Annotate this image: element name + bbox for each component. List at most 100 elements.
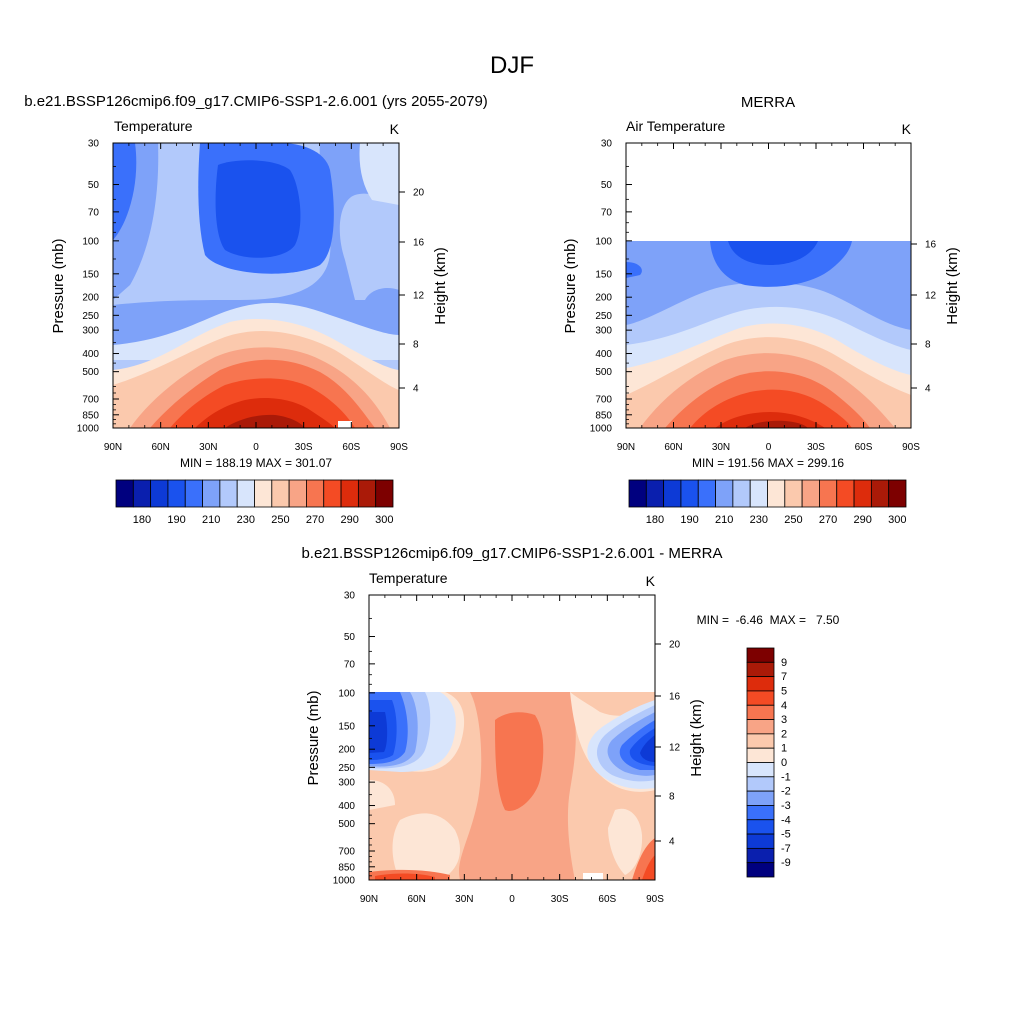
- colorbar-label: 290: [341, 514, 359, 526]
- colorbar-label: -5: [781, 829, 791, 841]
- pressure-tick-label: 500: [338, 819, 355, 830]
- panel-a-ylabel: Pressure (mb): [50, 238, 67, 333]
- pressure-tick-label: 70: [601, 207, 613, 218]
- colorbar-swatch: [236, 479, 255, 508]
- colorbar-swatch: [746, 661, 775, 678]
- colorbar-swatch: [715, 479, 734, 508]
- panel-a-subtitle-left: Temperature: [114, 118, 193, 134]
- colorbar-swatch: [746, 833, 775, 849]
- colorbar-label: 190: [167, 514, 185, 526]
- pressure-tick-label: 1000: [77, 424, 100, 435]
- colorbar-swatch: [115, 479, 134, 508]
- panel-model-temperature: b.e21.BSSP126cmip6.f09_g17.CMIP6-SSP1-2.…: [24, 93, 488, 526]
- panel-c-axes: 305070100150200250300400500700850100090N…: [333, 591, 681, 906]
- pressure-tick-label: 700: [595, 395, 612, 406]
- colorbar-label: 230: [237, 514, 255, 526]
- colorbar-label: 190: [680, 514, 698, 526]
- panel-b-stats: MIN = 191.56 MAX = 299.16: [692, 456, 844, 470]
- latitude-tick-label: 90S: [646, 894, 664, 905]
- colorbar-swatch: [132, 479, 152, 508]
- latitude-tick-label: 90N: [104, 442, 122, 453]
- panel-b-plot-area: [626, 241, 911, 428]
- panel-b-fill-trop-coldest: [728, 241, 818, 265]
- colorbar-label: 180: [646, 514, 664, 526]
- latitude-tick-label: 90N: [617, 442, 635, 453]
- colorbar-label: 300: [888, 514, 906, 526]
- colorbar-swatch: [184, 479, 203, 508]
- pressure-tick-label: 30: [344, 591, 356, 602]
- colorbar-label: -2: [781, 786, 791, 798]
- panel-a-fill-missing: [338, 421, 352, 428]
- colorbar-swatch: [836, 479, 855, 508]
- pressure-tick-label: 70: [88, 207, 100, 218]
- colorbar-label: 250: [271, 514, 289, 526]
- colorbar-swatch: [746, 690, 775, 706]
- pressure-tick-label: 700: [338, 847, 355, 858]
- colorbar-swatch: [746, 776, 775, 792]
- height-tick-label: 20: [413, 188, 425, 199]
- latitude-tick-label: 30S: [807, 442, 825, 453]
- colorbar-swatch: [746, 762, 775, 778]
- colorbar-swatch: [219, 479, 238, 508]
- panel-merra-air-temperature: MERRA Air Temperature K 30 50 70 100 150 200 2…: [562, 94, 961, 526]
- height-tick-label: 8: [925, 340, 931, 351]
- height-tick-label: 4: [925, 384, 931, 395]
- panel-b-fill-level-300: [745, 420, 808, 428]
- colorbar-swatch: [306, 479, 325, 508]
- colorbar-swatch: [167, 479, 186, 508]
- pressure-tick-label: 1000: [590, 424, 613, 435]
- panel-a-ylabel-right: Height (km): [432, 247, 449, 325]
- panel-b-ylabel-right: Height (km): [944, 247, 961, 325]
- colorbar-swatch: [746, 862, 775, 878]
- pressure-tick-label: 200: [595, 293, 612, 304]
- pressure-tick-label: 50: [601, 180, 613, 191]
- panel-a-fill-level-300: [225, 414, 305, 428]
- latitude-tick-label: 90S: [390, 442, 408, 453]
- latitude-tick-label: 60N: [407, 894, 425, 905]
- pressure-tick-label: 50: [344, 632, 356, 643]
- height-tick-label: 16: [413, 238, 425, 249]
- pressure-tick-label: 100: [595, 236, 612, 247]
- pressure-tick-label: 250: [82, 311, 99, 322]
- pressure-tick-label: 150: [595, 269, 612, 280]
- panel-b-colorbar: 180 190 210 230 250 270 290 300: [628, 479, 907, 526]
- colorbar-label: 3: [781, 714, 787, 726]
- panel-c-subtitle-right: K: [646, 573, 656, 589]
- panel-a-fill-level-295: [195, 398, 335, 428]
- panel-c-fill-missing: [583, 873, 603, 880]
- pressure-tick-label: 30: [88, 139, 100, 150]
- colorbar-label: 5: [781, 685, 787, 697]
- colorbar-label: 210: [202, 514, 220, 526]
- panel-a-title: b.e21.BSSP126cmip6.f09_g17.CMIP6-SSP1-2.…: [24, 93, 488, 110]
- colorbar-label: 180: [133, 514, 151, 526]
- colorbar-swatch: [680, 479, 699, 508]
- colorbar-label: -9: [781, 857, 791, 869]
- colorbar-swatch: [746, 647, 775, 663]
- colorbar-swatch: [375, 479, 394, 508]
- latitude-tick-label: 30S: [295, 442, 313, 453]
- pressure-tick-label: 30: [601, 139, 613, 150]
- pressure-tick-label: 150: [82, 269, 99, 280]
- latitude-tick-label: 30N: [712, 442, 730, 453]
- panel-c-subtitle-left: Temperature: [369, 570, 448, 586]
- colorbar-label: 1: [781, 743, 787, 755]
- colorbar-label: -1: [781, 771, 791, 783]
- colorbar-swatch: [784, 479, 803, 508]
- pressure-tick-label: 300: [595, 326, 612, 337]
- colorbar-swatch: [357, 479, 377, 508]
- colorbar-swatch: [749, 479, 768, 508]
- height-tick-label: 8: [413, 340, 419, 351]
- latitude-tick-label: 90N: [360, 894, 378, 905]
- colorbar-swatch: [870, 479, 890, 508]
- colorbar-swatch: [801, 479, 820, 508]
- latitude-tick-label: 30N: [455, 894, 473, 905]
- page-title: DJF: [490, 52, 534, 79]
- colorbar-swatch: [746, 847, 775, 864]
- colorbar-label: 2: [781, 728, 787, 740]
- colorbar-swatch: [746, 704, 775, 720]
- colorbar-swatch: [340, 479, 359, 508]
- colorbar-label: 4: [781, 700, 787, 712]
- panel-a-subtitle-right: K: [390, 121, 400, 137]
- colorbar-label: 210: [715, 514, 733, 526]
